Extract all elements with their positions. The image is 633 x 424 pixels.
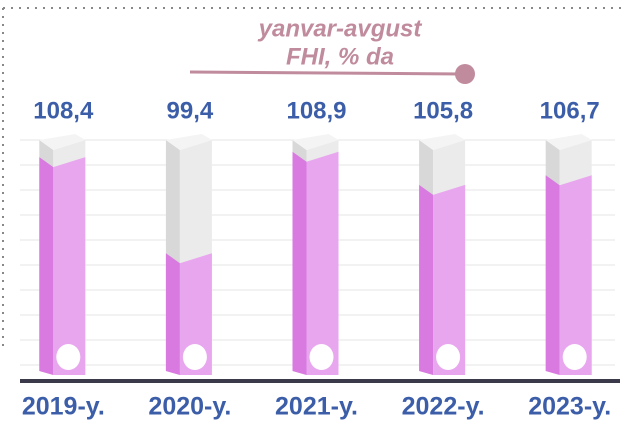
- title-rule: [189, 70, 463, 76]
- title-rule-dot: [455, 64, 475, 84]
- bar-shell-top: [165, 134, 212, 150]
- value-label: 106,7: [540, 97, 600, 124]
- value-label: 105,8: [413, 97, 473, 124]
- bar-highlight: [309, 344, 334, 370]
- bar: [53, 157, 86, 375]
- value-label: 99,4: [167, 97, 214, 124]
- bar-shell-top: [39, 134, 86, 150]
- bar-side: [545, 175, 560, 375]
- frame: [2, 7, 625, 350]
- x-tick-label: 2023-y.: [528, 393, 611, 421]
- bar: [179, 253, 212, 375]
- bar-highlight: [436, 344, 461, 370]
- bar-shell-top: [419, 134, 466, 150]
- x-tick-label: 2022-y.: [402, 393, 485, 421]
- x-tick-label: 2019-y.: [22, 393, 105, 421]
- bar-highlight: [56, 344, 81, 370]
- x-tick-label: 2021-y.: [275, 393, 358, 421]
- bar: [306, 151, 339, 375]
- value-label: 108,4: [33, 97, 94, 124]
- bar-shell-top: [292, 134, 339, 150]
- bar-highlight: [562, 344, 587, 370]
- bar-highlight: [182, 344, 207, 370]
- bar-side: [292, 151, 307, 375]
- bar: [433, 184, 466, 375]
- bar-side: [39, 157, 54, 375]
- x-tick-label: 2020-y.: [148, 393, 231, 421]
- bar-side: [419, 184, 434, 375]
- bar-side: [165, 253, 180, 375]
- chart-title: yanvar-avgust: [258, 15, 423, 42]
- bar-shell-top: [545, 134, 592, 150]
- value-label: 108,9: [286, 97, 346, 124]
- bar: [559, 175, 592, 375]
- chart-subtitle: FHI, % da: [286, 43, 394, 70]
